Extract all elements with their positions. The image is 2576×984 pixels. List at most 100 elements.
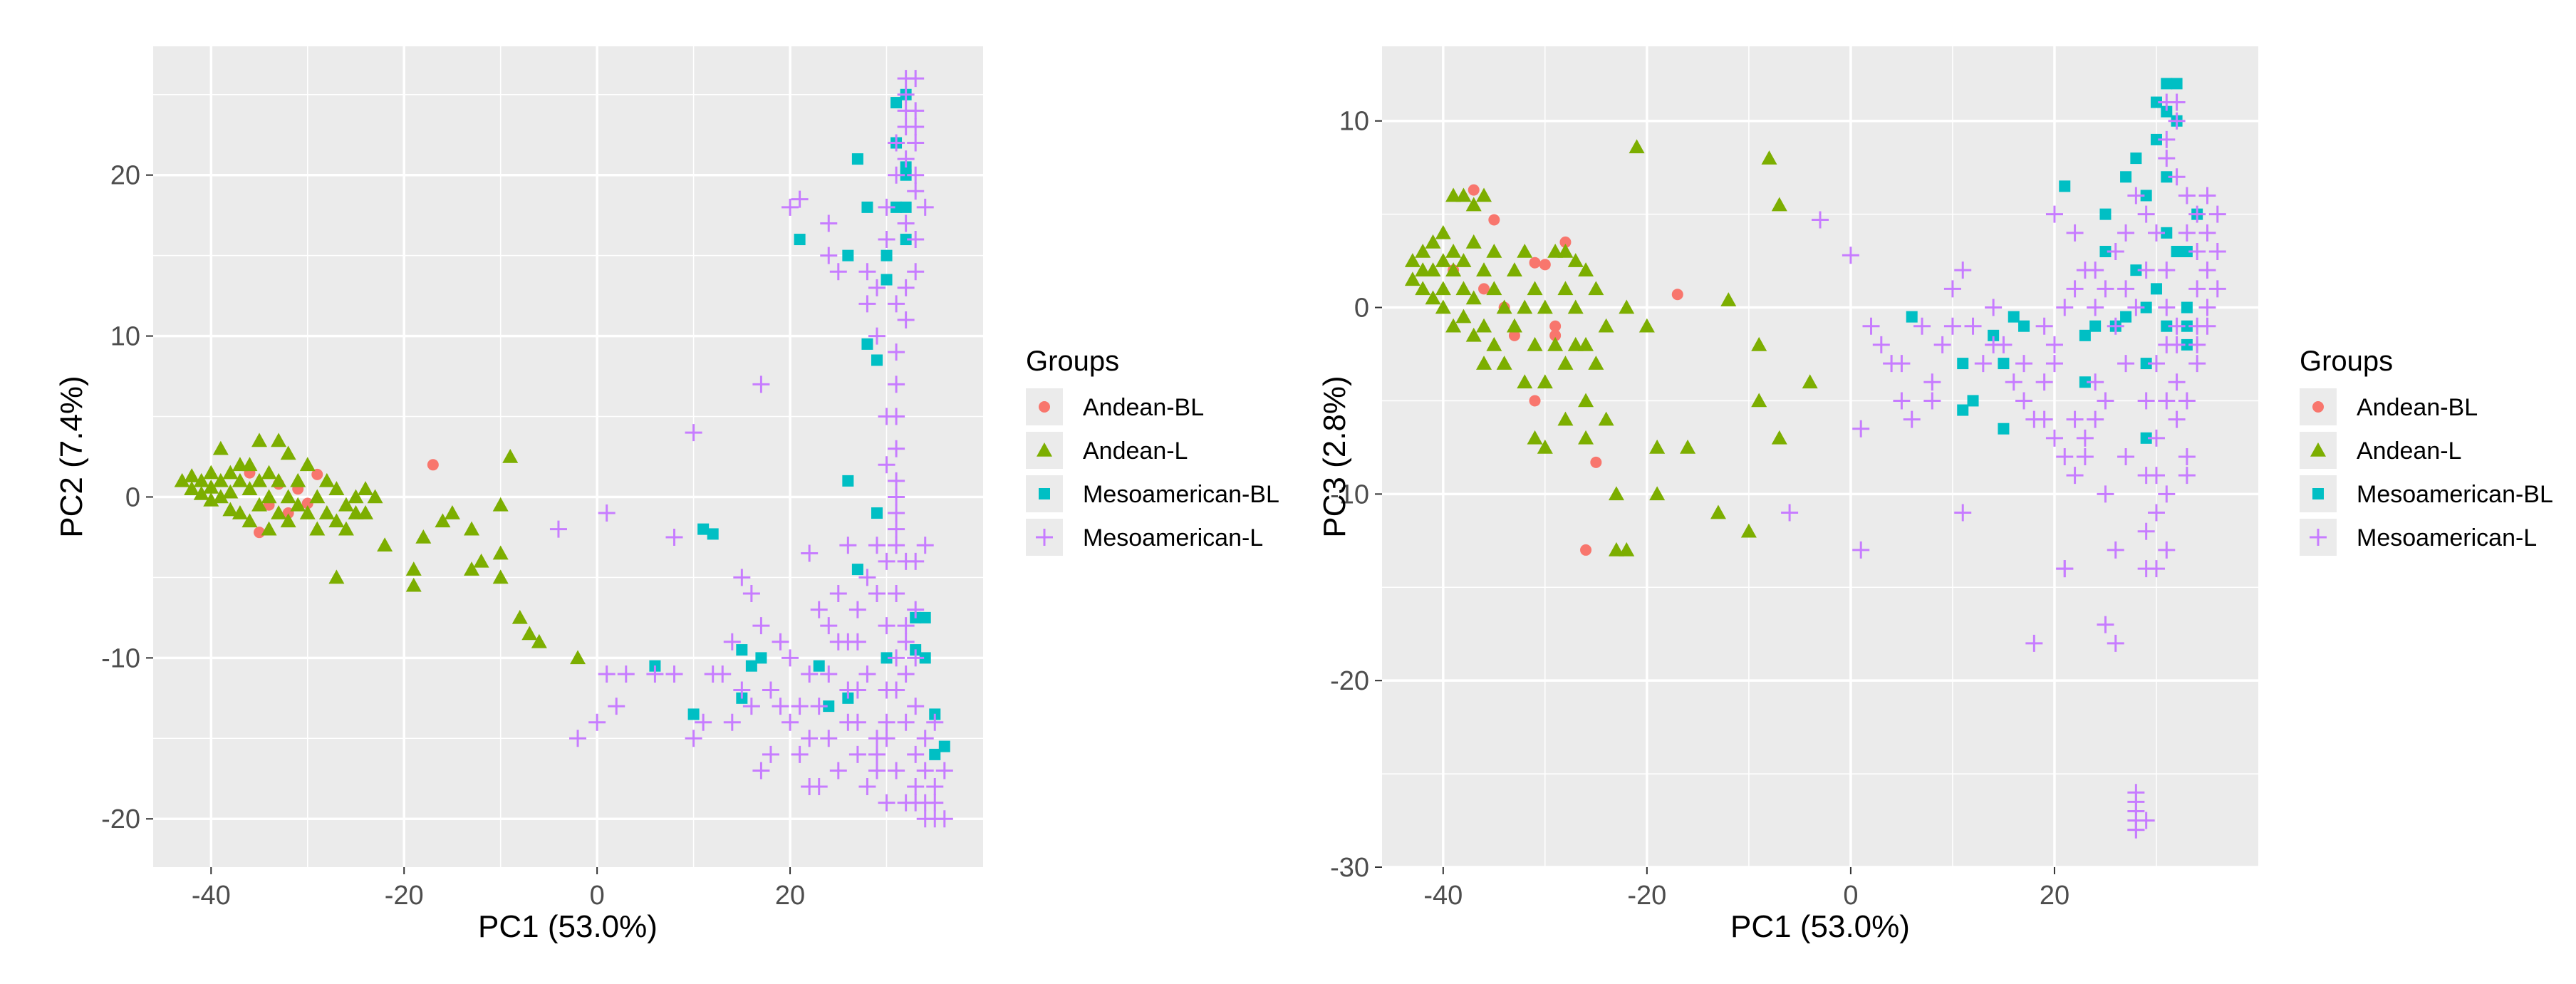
data-point [2107,634,2124,652]
legend-key-plus [2310,529,2327,546]
data-point [2015,392,2033,410]
x-tick-label: -20 [1627,881,1666,911]
data-point [897,713,915,731]
data-point [1842,247,1859,264]
data-point [1476,356,1492,370]
data-point [1465,234,1482,249]
data-point [2198,299,2216,316]
data-point [232,472,248,487]
data-point [2018,320,2030,332]
data-point [781,649,799,667]
y-tick-label: -30 [1330,853,1369,883]
data-point [2107,541,2124,559]
data-point [907,698,925,715]
data-point [2099,246,2112,257]
data-point [646,665,664,683]
data-point [2171,78,2183,90]
x-tick-label: 20 [2040,881,2069,911]
data-point [665,528,683,546]
data-point [888,488,905,506]
data-point [926,778,944,796]
data-point [1527,281,1543,296]
data-point [1517,374,1533,389]
data-point [858,665,876,683]
legend-keys [1036,401,1053,546]
legend-label-mesoamerican-l: Mesoamerican-L [2357,524,2537,551]
data-point [723,633,741,651]
data-point [2137,560,2155,578]
data-point [1404,271,1421,286]
x-tick-label: -40 [1423,881,1463,911]
data-point [2045,429,2063,447]
data-point [2089,320,2102,332]
data-point [810,698,828,715]
data-point [2107,243,2124,260]
data-point [839,681,857,699]
data-point [1812,211,1829,229]
legend-label-mesoamerican-bl: Mesoamerican-BL [1083,481,1279,508]
data-point [1943,280,1961,298]
x-tick-labels: -40 -20 0 20 [1423,867,2069,911]
plot-pc1-pc3: -40 -20 0 20 -30 -20 -10 0 10 PC1 (53.0%) PC3 (… [1317,46,2553,944]
data-point [820,617,838,635]
data-point [791,190,809,208]
data-point [1906,311,1918,323]
data-point [2161,227,2173,239]
data-point [290,472,306,487]
data-point [907,649,925,667]
data-point [820,214,838,232]
data-point [878,617,895,635]
data-point [318,505,335,519]
data-point [1435,299,1451,314]
x-tick-label: 20 [775,881,805,911]
data-point [1465,197,1482,212]
data-point [907,134,925,152]
data-point [781,198,799,216]
data-point [2158,130,2176,148]
data-point [752,376,770,393]
data-point [1496,356,1512,370]
data-point [2137,261,2155,279]
data-point [890,201,903,213]
data-point [1445,244,1462,258]
data-point [888,504,905,522]
data-point [427,459,439,471]
data-point [358,505,374,519]
data-point [1404,253,1421,267]
data-point [2161,105,2173,118]
legend-key-circle [1039,401,1050,413]
data-point [2097,280,2114,298]
data-point [2140,190,2152,202]
data-point [878,713,895,731]
data-point [1476,318,1492,333]
data-point [868,762,886,780]
data-point [1486,281,1502,296]
data-point [848,713,866,731]
data-point [1465,290,1482,305]
data-point [1608,486,1624,501]
data-point [1751,336,1767,351]
y-axis-title: PC3 (2.8%) [1317,376,1352,537]
data-point [919,652,931,664]
data-point [2140,301,2152,314]
data-point [2117,448,2135,465]
data-point [617,665,635,683]
data-point [1455,281,1472,296]
data-point [2188,243,2206,260]
data-point [1598,318,1614,333]
data-point [871,354,883,366]
data-point [762,745,779,763]
data-point [897,214,915,232]
data-point [878,681,895,699]
data-point [2127,821,2145,839]
data-point [897,150,915,168]
y-tick-labels: -30 -20 -10 0 10 [1330,107,1382,883]
data-point [801,544,819,562]
data-point [881,652,893,664]
legend: Groups Andean-BL Andean-L Mesoamerican-B… [1026,346,1279,556]
data-point [318,472,335,487]
data-point [851,153,863,165]
legend-key-square [2312,488,2324,499]
data-point [888,585,905,602]
data-point [1619,299,1635,314]
